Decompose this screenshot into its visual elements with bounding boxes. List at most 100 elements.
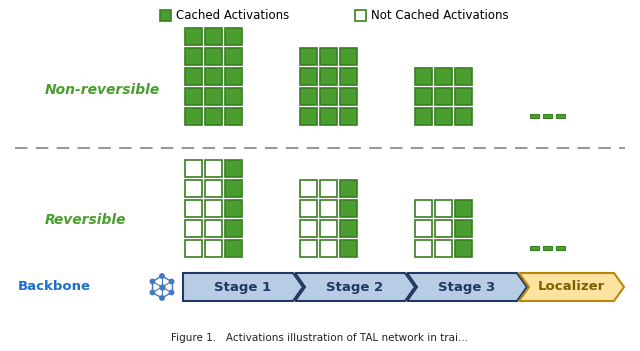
Text: Figure 1.   Activations illustration of TAL network in trai...: Figure 1. Activations illustration of TA… [172,333,468,343]
Bar [340,180,357,197]
Bar [415,108,432,125]
Bar [415,88,432,105]
Bar [185,180,202,197]
Text: Non-reversible: Non-reversible [45,83,160,97]
Bar [300,240,317,257]
Bar [340,108,357,125]
Bar [300,68,317,85]
Bar [435,68,452,85]
Bar [320,68,337,85]
Bar [205,180,222,197]
Bar [415,240,432,257]
Bar [300,88,317,105]
Bar [435,88,452,105]
Bar [225,160,242,177]
Bar [225,220,242,237]
Circle shape [160,274,164,278]
Bar [320,88,337,105]
Bar [225,240,242,257]
Polygon shape [519,273,624,301]
Bar [225,68,242,85]
Bar [205,68,222,85]
Bar [185,160,202,177]
Text: Stage 2: Stage 2 [326,280,383,293]
Bar [320,200,337,217]
Bar [205,88,222,105]
Text: Reversible: Reversible [45,213,127,227]
Bar [320,180,337,197]
Bar [415,68,432,85]
Bar [225,108,242,125]
Bar [185,240,202,257]
Bar [225,180,242,197]
Bar [320,220,337,237]
Text: Localizer: Localizer [538,280,605,293]
Bar [340,68,357,85]
Text: Cached Activations: Cached Activations [176,9,289,22]
Bar [455,200,472,217]
Bar [340,220,357,237]
Bar [225,48,242,65]
Bar [340,88,357,105]
Bar [300,200,317,217]
Bar [185,68,202,85]
Text: Stage 3: Stage 3 [438,280,495,293]
Bar [205,220,222,237]
Bar [320,48,337,65]
Bar [185,108,202,125]
Bar [205,240,222,257]
Bar [543,114,552,118]
Bar [205,48,222,65]
Bar [556,246,565,250]
Bar [435,220,452,237]
Text: Backbone: Backbone [18,280,91,293]
Circle shape [170,279,173,284]
Text: Stage 1: Stage 1 [214,280,271,293]
Circle shape [170,290,173,295]
Bar [355,10,366,21]
Bar [455,240,472,257]
Bar [225,28,242,45]
Polygon shape [407,273,527,301]
Bar [205,28,222,45]
Bar [300,220,317,237]
Circle shape [160,296,164,300]
Bar [530,246,539,250]
Bar [530,114,539,118]
Polygon shape [295,273,415,301]
Bar [160,10,171,21]
Bar [455,220,472,237]
Circle shape [150,279,155,284]
Bar [225,200,242,217]
Bar [455,108,472,125]
Bar [340,240,357,257]
Circle shape [150,290,155,295]
Bar [205,200,222,217]
Polygon shape [183,273,303,301]
Bar [435,200,452,217]
Bar [415,200,432,217]
Bar [340,200,357,217]
Bar [300,108,317,125]
Bar [205,108,222,125]
Bar [435,240,452,257]
Bar [320,240,337,257]
Bar [185,28,202,45]
Bar [340,48,357,65]
Bar [320,108,337,125]
Bar [185,88,202,105]
Bar [435,108,452,125]
Bar [556,114,565,118]
Bar [185,220,202,237]
Bar [300,48,317,65]
Bar [543,246,552,250]
Bar [415,220,432,237]
Bar [455,68,472,85]
Bar [185,200,202,217]
Bar [205,160,222,177]
Text: Not Cached Activations: Not Cached Activations [371,9,509,22]
Bar [185,48,202,65]
Bar [455,88,472,105]
Bar [300,180,317,197]
Bar [225,88,242,105]
